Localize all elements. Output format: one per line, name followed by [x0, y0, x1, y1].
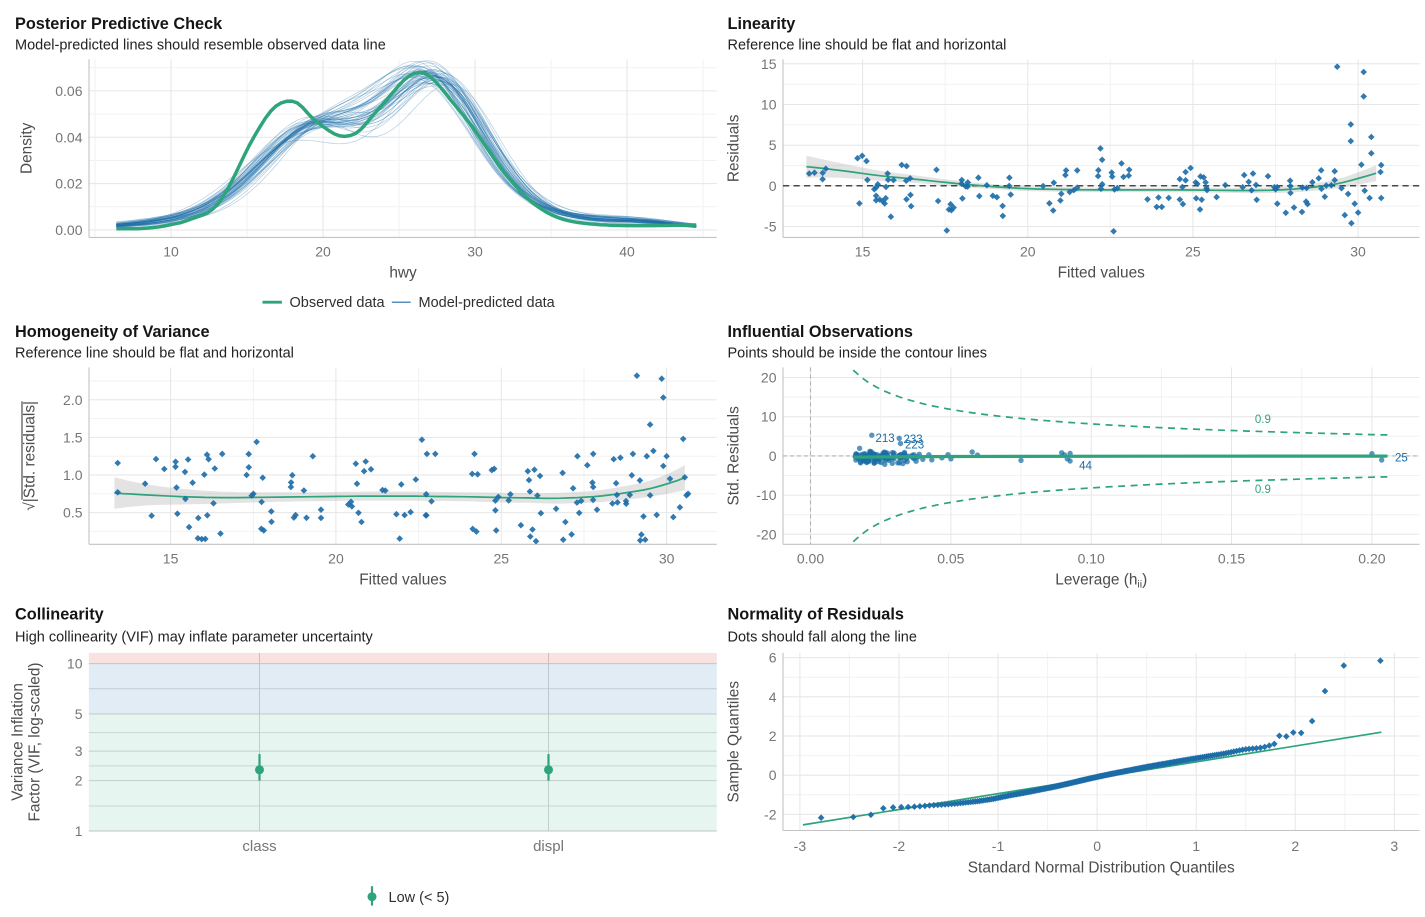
- svg-text:Observed data: Observed data: [290, 295, 386, 311]
- svg-text:4: 4: [769, 689, 777, 705]
- svg-text:-1: -1: [992, 838, 1005, 854]
- svg-text:-2: -2: [893, 838, 906, 854]
- svg-text:0.20: 0.20: [1358, 550, 1385, 566]
- svg-text:0: 0: [1093, 838, 1101, 854]
- svg-text:0.00: 0.00: [797, 550, 824, 566]
- svg-text:hwy: hwy: [389, 265, 417, 282]
- svg-text:1: 1: [1192, 838, 1200, 854]
- svg-text:2: 2: [769, 728, 777, 744]
- svg-text:2: 2: [1291, 838, 1299, 854]
- svg-text:Posterior Predictive Check: Posterior Predictive Check: [15, 15, 223, 33]
- svg-text:30: 30: [467, 244, 483, 260]
- svg-text:Collinearity: Collinearity: [15, 606, 104, 624]
- svg-text:Fitted values: Fitted values: [359, 572, 447, 589]
- svg-text:-5: -5: [764, 218, 777, 234]
- svg-text:Points should be inside the co: Points should be inside the contour line…: [728, 345, 988, 361]
- svg-text:0.06: 0.06: [55, 83, 82, 99]
- svg-text:40: 40: [619, 244, 635, 260]
- svg-text:15: 15: [761, 56, 777, 72]
- svg-text:0: 0: [769, 767, 777, 783]
- svg-text:20: 20: [315, 244, 331, 260]
- svg-text:6: 6: [769, 650, 777, 666]
- svg-text:1: 1: [75, 823, 83, 839]
- svg-text:-3: -3: [794, 838, 807, 854]
- svg-text:Sample Quantiles: Sample Quantiles: [726, 681, 743, 803]
- svg-text:Model-predicted data: Model-predicted data: [419, 295, 556, 311]
- svg-text:1.0: 1.0: [63, 467, 83, 483]
- svg-text:-10: -10: [756, 487, 776, 503]
- svg-text:10: 10: [67, 656, 83, 672]
- svg-text:3: 3: [1390, 838, 1398, 854]
- svg-text:Homogeneity of Variance: Homogeneity of Variance: [15, 323, 210, 341]
- svg-text:0.9: 0.9: [1255, 414, 1271, 426]
- svg-text:213: 213: [876, 433, 895, 445]
- svg-text:Density: Density: [19, 122, 36, 174]
- svg-text:0.10: 0.10: [1078, 550, 1105, 566]
- svg-text:10: 10: [761, 409, 777, 425]
- svg-text:0: 0: [769, 178, 777, 194]
- svg-text:Influential Observations: Influential Observations: [728, 323, 913, 341]
- svg-text:0.04: 0.04: [55, 129, 82, 145]
- svg-text:3: 3: [75, 743, 83, 759]
- svg-text:Leverage (hii): Leverage (hii): [1055, 572, 1147, 591]
- svg-text:30: 30: [659, 550, 675, 566]
- svg-text:Reference line should be flat: Reference line should be flat and horizo…: [15, 345, 294, 361]
- svg-text:10: 10: [163, 244, 179, 260]
- svg-text:displ: displ: [533, 838, 564, 855]
- svg-text:-20: -20: [756, 526, 776, 542]
- svg-text:Reference line should be flat: Reference line should be flat and horizo…: [728, 38, 1007, 54]
- svg-text:233: 233: [904, 434, 923, 446]
- svg-text:Dots should fall along the lin: Dots should fall along the line: [728, 630, 917, 646]
- svg-text:25: 25: [1185, 244, 1201, 260]
- svg-text:5: 5: [75, 706, 83, 722]
- svg-text:Normality of Residuals: Normality of Residuals: [728, 606, 904, 624]
- svg-text:-2: -2: [764, 806, 777, 822]
- svg-text:Factor (VIF, log-scaled): Factor (VIF, log-scaled): [26, 662, 43, 821]
- svg-text:Linearity: Linearity: [728, 15, 796, 33]
- svg-text:Standard Normal Distribution Q: Standard Normal Distribution Quantiles: [968, 859, 1235, 876]
- svg-text:0.00: 0.00: [55, 222, 82, 238]
- svg-text:2: 2: [75, 773, 83, 789]
- svg-text:44: 44: [1079, 460, 1092, 472]
- svg-text:Std. Residuals: Std. Residuals: [726, 406, 743, 506]
- svg-text:0.02: 0.02: [55, 176, 82, 192]
- svg-text:20: 20: [328, 550, 344, 566]
- svg-text:25: 25: [1395, 453, 1408, 465]
- svg-text:0.05: 0.05: [937, 550, 964, 566]
- svg-text:20: 20: [1020, 244, 1036, 260]
- svg-text:class: class: [242, 838, 276, 855]
- svg-text:Residuals: Residuals: [726, 114, 743, 182]
- svg-text:30: 30: [1350, 244, 1366, 260]
- svg-text:Low (< 5): Low (< 5): [389, 890, 450, 906]
- svg-text:Fitted values: Fitted values: [1058, 265, 1146, 282]
- svg-text:10: 10: [761, 97, 777, 113]
- svg-text:1.5: 1.5: [63, 429, 83, 445]
- svg-text:0.15: 0.15: [1218, 550, 1245, 566]
- svg-text:15: 15: [855, 244, 871, 260]
- svg-text:0.9: 0.9: [1255, 484, 1271, 496]
- svg-text:0.5: 0.5: [63, 505, 83, 521]
- svg-text:25: 25: [494, 550, 510, 566]
- svg-text:Variance Inflation: Variance Inflation: [10, 683, 27, 801]
- svg-text:Model-predicted lines should r: Model-predicted lines should resemble ob…: [15, 38, 386, 54]
- svg-text:223: 223: [905, 440, 924, 452]
- svg-text:2.0: 2.0: [63, 392, 83, 408]
- svg-text:High collinearity (VIF) may in: High collinearity (VIF) may inflate para…: [15, 630, 374, 646]
- svg-text:20: 20: [761, 370, 777, 386]
- svg-text:5: 5: [769, 137, 777, 153]
- svg-text:0: 0: [769, 448, 777, 464]
- svg-text:√|Std. residuals|: √|Std. residuals|: [22, 401, 39, 511]
- svg-text:15: 15: [163, 550, 179, 566]
